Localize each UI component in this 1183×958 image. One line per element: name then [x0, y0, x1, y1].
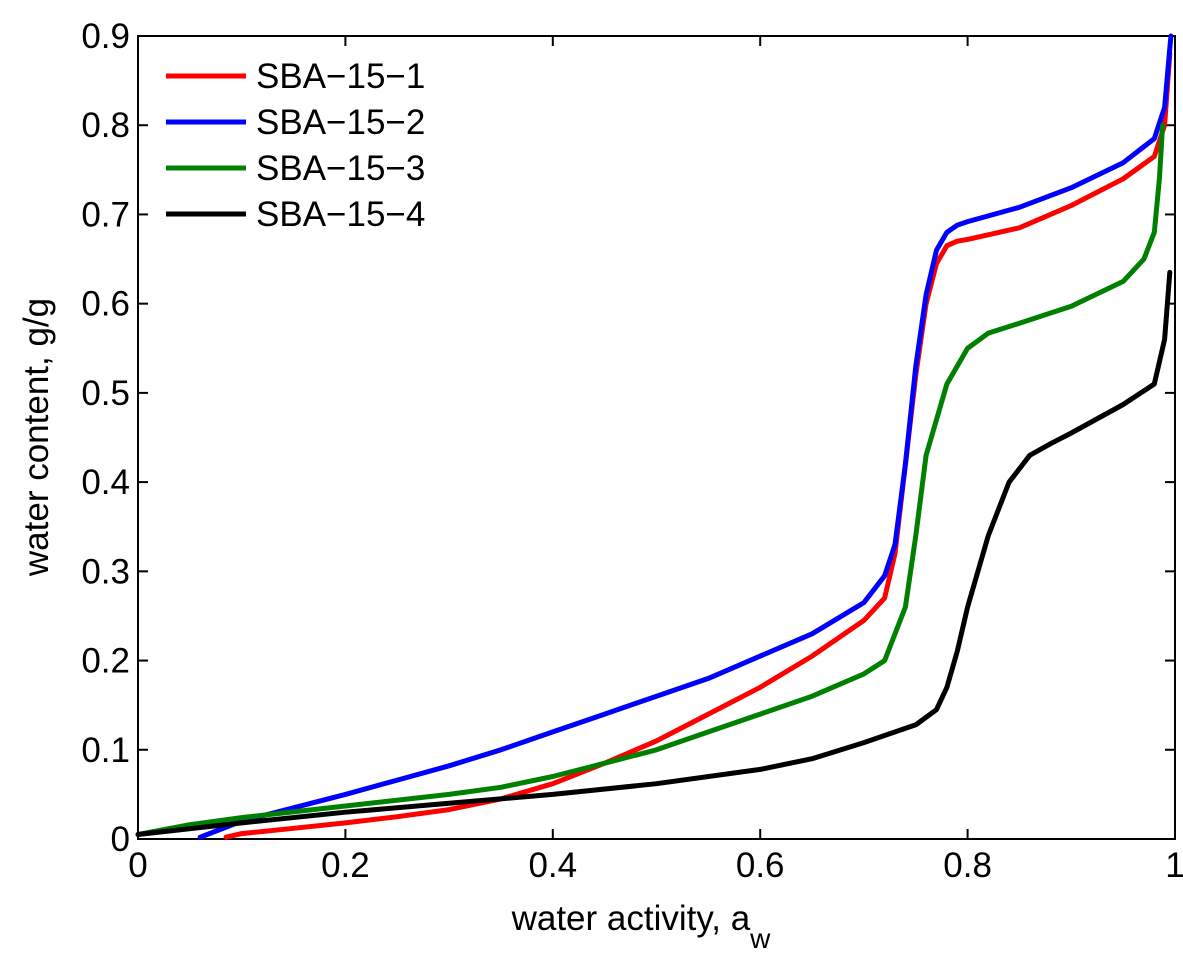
x-tick-labels: 0 0.2 0.4 0.6 0.8 1 — [128, 846, 1183, 885]
y-tick-label: 0.6 — [81, 285, 130, 324]
series-lines — [135, 33, 1174, 840]
y-axis-title: water content, g/g — [17, 298, 56, 577]
x-tick-label: 0.4 — [528, 846, 577, 885]
series-line-4 — [135, 269, 1173, 837]
x-tick-label: 0 — [128, 846, 147, 885]
x-axis-title-main: water activity, a — [511, 899, 751, 938]
y-tick-label: 0.1 — [81, 731, 130, 770]
series-line-3 — [135, 122, 1166, 837]
plot-frame — [137, 35, 1176, 840]
y-tick-label: 0.5 — [81, 374, 130, 413]
x-axis-title: water activity, aw — [511, 899, 772, 954]
x-axis-title-subscript: w — [749, 923, 771, 954]
y-tick-label: 0.8 — [81, 106, 130, 145]
y-tick-label: 0.9 — [81, 17, 130, 56]
legend-label-2: SBA−15−2 — [256, 103, 425, 142]
y-tick-label: 0.2 — [81, 642, 130, 681]
legend-label-1: SBA−15−1 — [256, 57, 425, 96]
series-line-1 — [223, 51, 1173, 840]
legend-label-3: SBA−15−3 — [256, 149, 425, 188]
y-tick-labels: 0 0.1 0.2 0.3 0.4 0.5 0.6 0.7 0.8 0.9 — [81, 17, 130, 859]
y-tick-label: 0 — [111, 820, 130, 859]
x-tick-label: 0.2 — [321, 846, 370, 885]
y-tick-label: 0.4 — [81, 463, 130, 502]
x-tick-label: 0.6 — [736, 846, 785, 885]
x-tick-label: 0.8 — [943, 846, 992, 885]
x-tick-label: 1 — [1165, 846, 1183, 885]
y-tick-label: 0.3 — [81, 552, 130, 591]
series-line-2 — [197, 33, 1174, 840]
legend-label-4: SBA−15−4 — [256, 195, 425, 234]
legend: SBA−15−1 SBA−15−2 SBA−15−3 SBA−15−4 — [166, 57, 425, 234]
tick-marks — [137, 35, 1176, 840]
y-tick-label: 0.7 — [81, 195, 130, 234]
